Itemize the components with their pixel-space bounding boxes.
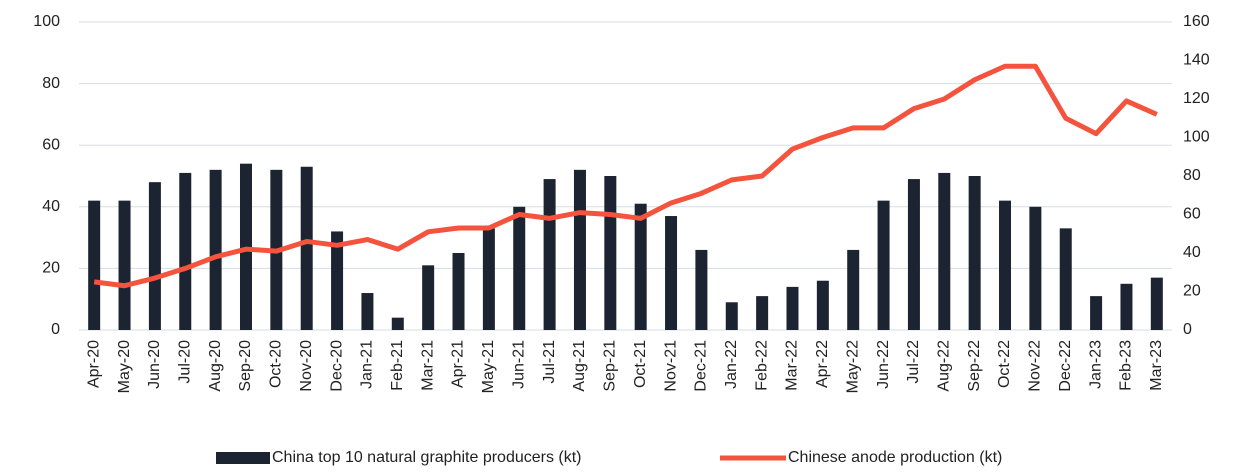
x-tick-label: Nov-22 [1027, 340, 1044, 392]
x-tick-label: Jan-22 [723, 340, 740, 389]
bar [482, 228, 495, 330]
x-tick-label: Sep-20 [237, 340, 254, 392]
y-tick-label: 60 [42, 136, 60, 153]
x-tick-label: Jul-20 [176, 340, 193, 384]
x-tick-label: Dec-22 [1057, 340, 1074, 392]
y-tick-label: 0 [51, 321, 60, 338]
bar [513, 206, 526, 330]
x-tick-label: Dec-21 [693, 340, 710, 392]
legend-label: China top 10 natural graphite producers … [272, 449, 582, 466]
x-tick-label: Jun-22 [875, 340, 892, 389]
bar [938, 172, 951, 330]
bar [665, 216, 678, 330]
x-tick-label: Dec-20 [328, 340, 345, 392]
bar [847, 249, 860, 330]
bar [209, 169, 222, 330]
x-tick-label: Aug-22 [936, 340, 953, 392]
bar [452, 253, 465, 330]
x-tick-label: May-21 [480, 340, 497, 393]
y-tick-label: 20 [42, 260, 60, 277]
bar [391, 317, 404, 330]
x-tick-label: Mar-22 [784, 340, 801, 391]
y2-tick-label: 40 [1183, 244, 1201, 261]
bar [1059, 228, 1072, 330]
bar [1090, 296, 1103, 330]
x-tick-label: Oct-20 [268, 340, 285, 388]
bar [786, 286, 799, 330]
x-tick-label: Apr-21 [450, 340, 467, 388]
legend-swatch [216, 452, 270, 464]
bar [422, 265, 435, 330]
x-tick-label: Aug-20 [207, 340, 224, 392]
x-tick-label: Jul-22 [905, 340, 922, 384]
y2-tick-label: 0 [1183, 321, 1192, 338]
bar [88, 200, 101, 330]
bar [1029, 206, 1042, 330]
y2-tick-label: 160 [1183, 13, 1210, 30]
bar [756, 296, 769, 330]
bar [300, 166, 313, 330]
y-tick-label: 100 [33, 13, 60, 30]
y-tick-label: 40 [42, 198, 60, 215]
bar [118, 200, 131, 330]
x-tick-label: Jun-20 [146, 340, 163, 389]
y2-tick-label: 80 [1183, 167, 1201, 184]
bar [179, 172, 192, 330]
x-tick-label: Jan-21 [359, 340, 376, 389]
y2-tick-label: 20 [1183, 283, 1201, 300]
y-tick-label: 80 [42, 75, 60, 92]
bar [634, 203, 647, 330]
x-tick-label: Nov-21 [662, 340, 679, 392]
bar [361, 293, 374, 330]
bar [543, 179, 556, 330]
x-tick-label: Oct-22 [996, 340, 1013, 388]
x-tick-label: May-20 [116, 340, 133, 393]
x-tick-label: Sep-22 [966, 340, 983, 392]
x-tick-label: Apr-20 [85, 340, 102, 388]
bar [604, 176, 617, 330]
bar [1120, 283, 1133, 330]
x-tick-label: Aug-21 [571, 340, 588, 392]
x-tick-label: Feb-23 [1118, 340, 1135, 391]
bar [573, 169, 586, 330]
bar [725, 302, 738, 330]
bar [877, 200, 890, 330]
x-tick-label: Feb-22 [753, 340, 770, 391]
y2-tick-label: 100 [1183, 129, 1210, 146]
bar [695, 249, 708, 330]
x-tick-label: Sep-21 [602, 340, 619, 392]
bar [907, 179, 920, 330]
y2-tick-label: 120 [1183, 90, 1210, 107]
bar [331, 231, 344, 330]
bar [968, 176, 981, 330]
x-tick-label: Jul-21 [541, 340, 558, 384]
y2-tick-label: 60 [1183, 206, 1201, 223]
x-tick-label: Jun-21 [510, 340, 527, 389]
x-tick-label: Oct-21 [632, 340, 649, 388]
bar [999, 200, 1012, 330]
x-tick-label: Mar-23 [1148, 340, 1165, 391]
line [93, 63, 1158, 289]
x-tick-label: Nov-20 [298, 340, 315, 392]
x-tick-label: Jan-23 [1087, 340, 1104, 389]
x-tick-label: Feb-21 [389, 340, 406, 391]
x-tick-label: May-22 [844, 340, 861, 393]
bar [148, 182, 161, 330]
bar [816, 280, 829, 330]
legend-label: Chinese anode production (kt) [788, 449, 1002, 466]
x-tick-label: Mar-21 [419, 340, 436, 391]
y2-tick-label: 140 [1183, 52, 1210, 69]
x-tick-label: Apr-22 [814, 340, 831, 388]
bar [1150, 277, 1163, 330]
